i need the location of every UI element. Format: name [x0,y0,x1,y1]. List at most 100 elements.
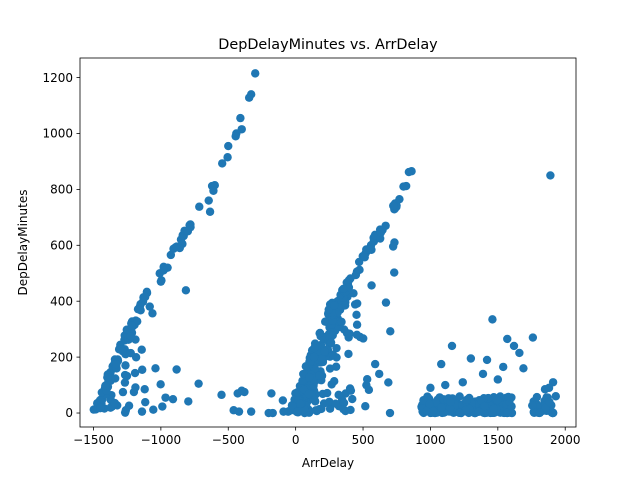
data-point [381,298,391,307]
data-point [352,320,362,329]
data-point [362,374,372,384]
data-point [478,369,488,379]
data-point [384,378,393,387]
data-point [545,398,554,407]
data-point [474,407,483,417]
data-point [130,368,140,378]
x-tick-label: 500 [352,433,375,447]
y-tick-label: 200 [50,350,73,364]
data-point [110,398,120,408]
x-tick-label: 1500 [483,433,514,447]
data-point [309,352,319,362]
data-point [344,349,353,359]
data-point [103,373,112,382]
data-point [311,406,321,415]
data-point [149,405,158,414]
data-point [493,375,503,384]
data-point [121,361,130,370]
data-point [349,289,358,298]
data-point [195,202,204,211]
data-point [111,374,120,383]
data-point [310,343,319,353]
data-point [126,332,136,341]
data-point [331,362,341,371]
data-point [304,389,314,399]
plot-area-frame [79,57,577,428]
data-point [148,309,157,318]
data-point [137,407,147,416]
data-point [446,397,456,407]
data-point [503,334,512,344]
data-point [321,317,330,326]
data-point [509,341,519,351]
x-tick-label: 2000 [550,433,581,447]
data-point [209,186,218,195]
data-point [101,381,110,390]
data-point [385,408,395,418]
x-axis-ticks: −1500 −1000 −500 0 500 1000 1500 2000 [73,427,580,447]
data-point [422,406,432,415]
data-point [332,343,341,353]
data-point [352,310,361,320]
data-point [437,359,446,369]
data-point [251,69,260,78]
data-point [268,408,277,418]
data-point [342,329,352,338]
data-point [370,359,380,369]
data-point [455,392,464,401]
data-point [194,379,203,388]
data-point [376,228,386,237]
data-point [515,348,524,358]
data-point [166,250,176,260]
data-point [278,396,288,405]
points-layer [89,69,560,418]
data-point [350,300,360,309]
data-point [315,328,325,338]
data-point [346,386,356,395]
data-point [317,354,327,363]
data-point [428,406,438,416]
data-point [129,387,139,397]
data-point [127,321,136,330]
data-point [156,380,165,389]
data-point [322,388,332,398]
data-point [441,380,450,390]
data-point [425,399,434,409]
data-point [137,365,147,374]
data-point [551,392,560,401]
data-point [145,302,154,311]
data-point [237,386,246,395]
data-point [535,408,544,418]
data-point [326,338,336,347]
data-point [458,378,467,387]
data-point [502,408,512,418]
data-point [388,242,398,251]
data-point [223,153,232,162]
data-point [504,392,513,402]
data-point [445,403,455,413]
x-tick-label: 1000 [415,433,446,447]
data-point [293,407,302,416]
data-point [118,387,128,397]
data-point [217,390,226,400]
x-tick-label: −1500 [73,433,114,447]
data-point [540,385,550,394]
data-point [499,362,508,372]
data-point [437,403,446,412]
data-point [532,392,542,402]
y-tick-label: 400 [50,294,73,308]
data-point [305,373,314,382]
data-point [296,399,305,409]
data-point [489,404,499,413]
data-point [330,377,339,386]
data-point [218,159,227,168]
data-point [426,383,435,393]
y-tick-label: 600 [50,238,73,252]
data-point [329,301,339,310]
data-point [334,390,343,400]
data-point [156,277,166,286]
data-point [488,315,497,324]
data-point [315,371,324,381]
data-point [204,196,213,205]
